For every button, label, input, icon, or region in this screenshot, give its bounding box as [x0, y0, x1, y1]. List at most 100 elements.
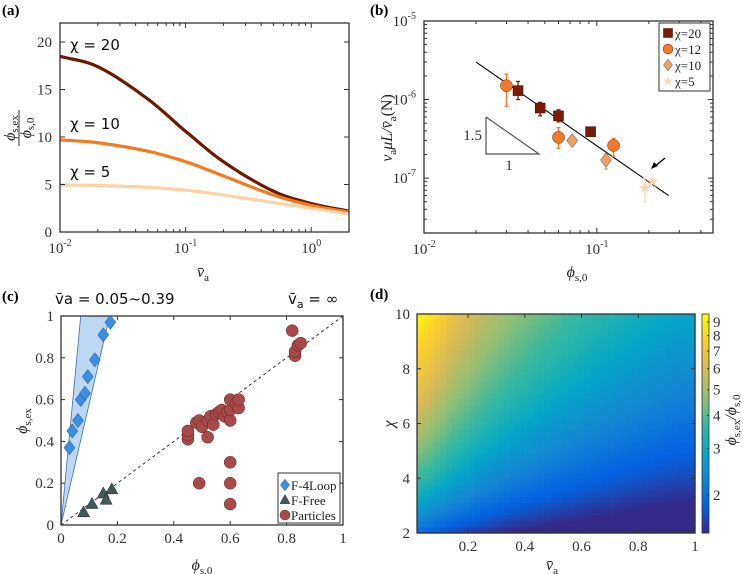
heatmap-cell	[671, 466, 679, 473]
heatmap-cell	[503, 320, 511, 327]
heatmap-cell	[671, 484, 679, 492]
heatmap-cell	[637, 520, 644, 528]
heatmap-cell	[532, 350, 540, 358]
heatmap-cell	[445, 466, 453, 473]
heatmap-cell	[498, 423, 505, 431]
heatmap-cell	[451, 441, 459, 449]
heatmap-cell	[538, 490, 546, 498]
heatmap-cell	[631, 411, 638, 419]
heatmap-cell	[434, 514, 441, 522]
heatmap-cell	[648, 326, 656, 333]
heatmap-cell	[683, 314, 690, 321]
heatmap-cell	[503, 447, 511, 455]
heatmap-cell	[637, 374, 644, 382]
heatmap-cell	[434, 332, 441, 339]
heatmap-cell	[498, 338, 505, 346]
colorbar-segment	[702, 372, 709, 377]
heatmap-cell	[445, 362, 453, 370]
heatmap-cell	[561, 320, 569, 327]
heatmap-cell	[671, 502, 679, 510]
heatmap-cell	[515, 496, 522, 504]
tick-base: 10	[585, 242, 600, 258]
heatmap-cell	[648, 423, 656, 431]
heatmap-cell	[689, 344, 696, 352]
heatmap-cell	[440, 466, 447, 473]
heatmap-cell	[637, 405, 644, 412]
label-main: ϕ	[18, 130, 35, 138]
y-axis-label: vaμL/v̄a(N)	[379, 94, 399, 162]
heatmap-cell	[492, 356, 499, 364]
heatmap-cell	[660, 338, 667, 346]
heatmap-cell	[515, 387, 522, 394]
heatmap-cell	[492, 526, 499, 534]
heatmap-cell	[480, 417, 488, 425]
heatmap-cell	[474, 393, 482, 400]
heatmap-cell	[463, 447, 470, 455]
heatmap-cell	[434, 490, 441, 498]
heatmap-cell	[480, 332, 488, 339]
heatmap-cell	[480, 484, 488, 492]
heatmap-cell	[677, 374, 685, 382]
colorbar-segment	[702, 507, 709, 512]
heatmap-cell	[660, 423, 667, 431]
heatmap-cell	[486, 520, 493, 528]
heatmap-cell	[550, 472, 557, 479]
heatmap-cell	[422, 435, 430, 443]
y-tick-label: 15	[37, 83, 52, 99]
heatmap-cell	[503, 380, 511, 388]
heatmap-cell	[428, 405, 435, 412]
heatmap-cell	[596, 405, 603, 412]
heatmap-cell	[515, 374, 522, 382]
heatmap-cell	[440, 508, 447, 516]
heatmap-cell	[654, 508, 661, 516]
heatmap-cell	[544, 441, 551, 449]
heatmap-cell	[550, 332, 557, 339]
heatmap-cell	[544, 356, 551, 364]
heatmap-cell	[498, 466, 505, 473]
heatmap-cell	[625, 453, 632, 461]
heatmap-cell	[619, 490, 627, 498]
data-point-circle	[223, 497, 237, 511]
heatmap-cell	[463, 429, 470, 437]
heatmap-cell	[492, 350, 499, 358]
heatmap-cell	[596, 453, 603, 461]
heatmap-cell	[527, 362, 534, 370]
heatmap-cell	[561, 453, 569, 461]
heatmap-cell	[469, 417, 476, 425]
heatmap-cell	[677, 314, 685, 321]
heatmap-cell	[683, 320, 690, 327]
heatmap-cell	[613, 338, 621, 346]
heatmap-cell	[544, 362, 551, 370]
heatmap-cell	[561, 380, 569, 388]
heatmap-cell	[637, 393, 644, 400]
data-point-circle	[285, 324, 299, 337]
x-tick-label: 0.8	[277, 531, 296, 547]
heatmap-cell	[584, 460, 592, 467]
heatmap-cell	[683, 466, 690, 473]
colorbar-segment	[702, 365, 709, 370]
heatmap-cell	[486, 356, 493, 364]
heatmap-cell	[474, 423, 482, 431]
heatmap-cell	[689, 314, 696, 321]
heatmap-cell	[434, 453, 441, 461]
data-point-diamond	[89, 352, 101, 368]
heatmap-cell	[689, 411, 696, 419]
heatmap-cell	[556, 380, 563, 388]
heatmap-cell	[648, 332, 656, 339]
heatmap-cell	[660, 362, 667, 370]
heatmap-cell	[538, 460, 546, 467]
heatmap-cell	[474, 508, 482, 516]
heatmap-cell	[417, 320, 424, 327]
heatmap-cell	[544, 502, 551, 510]
heatmap-cell	[556, 472, 563, 479]
heatmap-cell	[584, 356, 592, 364]
heatmap-cell	[625, 435, 632, 443]
heatmap-cell	[527, 332, 534, 339]
heatmap-cell	[619, 393, 627, 400]
heatmap-cell	[619, 362, 627, 370]
heatmap-cell	[625, 374, 632, 382]
heatmap-cell	[451, 344, 459, 352]
heatmap-cell	[486, 344, 493, 352]
heatmap-cell	[666, 368, 673, 376]
heatmap-cell	[550, 484, 557, 492]
